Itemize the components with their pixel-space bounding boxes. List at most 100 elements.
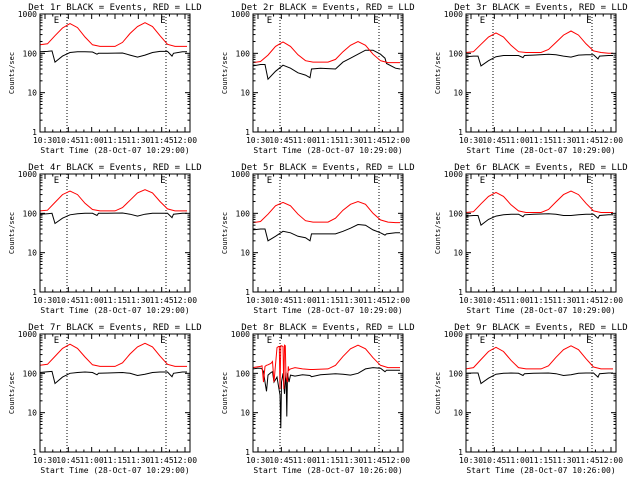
lld-series-line: [252, 344, 400, 390]
x-tick-label: 11:30: [126, 456, 150, 465]
event-marker-label: E: [160, 16, 165, 26]
event-marker-label: E: [54, 16, 59, 26]
y-axis-label: Counts/sec: [434, 52, 442, 94]
x-tick-label: 10:30: [33, 296, 57, 305]
y-tick-label: 1: [458, 128, 463, 137]
x-tick-label: 12:00: [386, 136, 410, 145]
lld-series-line: [39, 22, 187, 47]
x-axis-label: Start Time (28-Oct-07 10:29:00): [40, 466, 189, 475]
x-tick-label: 11:00: [506, 456, 530, 465]
x-tick-label: 11:45: [363, 456, 387, 465]
x-tick-label: 11:45: [576, 136, 600, 145]
plot-frame: [252, 333, 404, 453]
x-tick-label: 11:15: [103, 456, 127, 465]
x-tick-label: 11:00: [293, 136, 317, 145]
y-tick-label: 10: [453, 89, 463, 98]
panel-title: Det 7r BLACK = Events, RED = LLD: [28, 323, 201, 333]
panel-title: Det 8r BLACK = Events, RED = LLD: [241, 323, 414, 333]
x-axis-label: Start Time (28-Oct-07 10:29:00): [466, 146, 615, 155]
x-axis-label: Start Time (28-Oct-07 10:29:00): [253, 146, 402, 155]
x-tick-label: 10:30: [246, 296, 270, 305]
x-tick-label: 11:00: [80, 296, 104, 305]
y-tick-label: 1: [458, 288, 463, 297]
x-tick-label: 11:45: [363, 296, 387, 305]
detector-panel: Det 7r BLACK = Events, RED = LLD 10:30 10:…: [8, 323, 202, 475]
y-tick-label: 10: [240, 409, 250, 418]
x-axis-label: Start Time (28-Oct-07 10:26:00): [466, 466, 615, 475]
x-tick-label: 11:00: [80, 456, 104, 465]
x-tick-label: 11:30: [339, 456, 363, 465]
event-marker-label: E: [586, 176, 591, 186]
x-tick-label: 11:30: [552, 136, 576, 145]
x-tick-label: 11:00: [80, 136, 104, 145]
x-tick-label: 11:00: [293, 456, 317, 465]
x-axis-label: Start Time (28-Oct-07 10:29:00): [253, 306, 402, 315]
event-marker-label: E: [373, 16, 378, 26]
event-marker-label: E: [267, 336, 272, 346]
y-tick-label: 10: [453, 249, 463, 258]
x-tick-label: 10:45: [269, 136, 293, 145]
x-tick-label: 11:45: [150, 136, 174, 145]
x-tick-label: 10:30: [33, 136, 57, 145]
events-series-line: [465, 372, 613, 385]
y-tick-label: 1: [32, 448, 37, 457]
lld-series-line: [39, 342, 187, 367]
x-tick-label: 11:45: [576, 296, 600, 305]
x-tick-label: 11:00: [293, 296, 317, 305]
x-tick-label: 11:45: [150, 296, 174, 305]
events-series-line: [252, 367, 400, 429]
y-tick-label: 1: [245, 448, 250, 457]
y-axis-label: Counts/sec: [8, 372, 16, 414]
plot-frame: [39, 173, 191, 293]
y-tick-label: 100: [23, 369, 38, 378]
detector-panel: Det 5r BLACK = Events, RED = LLD 10:30 10:…: [221, 163, 415, 315]
event-marker-label: E: [54, 336, 59, 346]
y-tick-label: 10: [240, 249, 250, 258]
y-tick-label: 1000: [444, 170, 463, 179]
x-tick-label: 12:00: [173, 136, 197, 145]
x-tick-label: 11:15: [529, 296, 553, 305]
x-tick-label: 11:30: [339, 136, 363, 145]
lld-series-line: [465, 190, 613, 213]
lld-series-line: [252, 200, 400, 224]
events-series-line: [39, 370, 187, 385]
x-tick-label: 11:45: [150, 456, 174, 465]
x-tick-label: 11:30: [552, 296, 576, 305]
y-tick-label: 100: [449, 49, 464, 58]
x-tick-label: 10:45: [482, 296, 506, 305]
y-tick-label: 10: [27, 409, 37, 418]
x-tick-label: 11:30: [339, 296, 363, 305]
y-tick-label: 1: [458, 448, 463, 457]
lld-series-line: [465, 345, 613, 370]
plot-frame: [465, 173, 617, 293]
plot-frame: [39, 333, 191, 453]
events-series-line: [39, 212, 187, 225]
x-axis-label: Start Time (28-Oct-07 10:29:00): [466, 306, 615, 315]
y-tick-label: 10: [27, 89, 37, 98]
panel-title: Det 9r BLACK = Events, RED = LLD: [454, 323, 627, 333]
detector-panel: Det 6r BLACK = Events, RED = LLD 10:30 10:…: [434, 163, 628, 315]
x-tick-label: 11:30: [552, 456, 576, 465]
x-tick-label: 11:45: [363, 136, 387, 145]
event-marker-label: E: [373, 176, 378, 186]
detector-panel: Det 1r BLACK = Events, RED = LLD 10:30 10:…: [8, 3, 202, 155]
detector-panel: Det 2r BLACK = Events, RED = LLD 10:30 10:…: [221, 3, 415, 155]
x-tick-label: 11:00: [506, 296, 530, 305]
event-marker-label: E: [480, 336, 485, 346]
y-tick-label: 1: [32, 128, 37, 137]
y-tick-label: 100: [449, 209, 464, 218]
x-tick-label: 12:00: [386, 296, 410, 305]
x-tick-label: 10:30: [459, 136, 483, 145]
y-tick-label: 1: [245, 128, 250, 137]
x-tick-label: 10:45: [56, 296, 80, 305]
panel-title: Det 3r BLACK = Events, RED = LLD: [454, 3, 627, 13]
y-tick-label: 1000: [231, 10, 250, 19]
events-series-line: [252, 49, 401, 81]
y-axis-label: Counts/sec: [221, 372, 229, 414]
detector-panel: Det 4r BLACK = Events, RED = LLD 10:30 10:…: [8, 163, 202, 315]
y-tick-label: 1000: [444, 330, 463, 339]
x-tick-label: 11:15: [529, 456, 553, 465]
y-tick-label: 1000: [444, 10, 463, 19]
event-marker-label: E: [586, 16, 591, 26]
y-tick-label: 10: [240, 89, 250, 98]
